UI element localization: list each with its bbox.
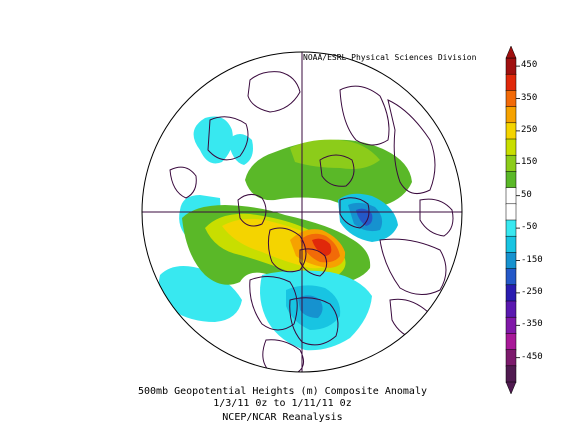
coastline xyxy=(339,85,390,146)
colorbar-swatch xyxy=(505,138,517,156)
colorbar-swatch xyxy=(505,252,517,270)
coastline xyxy=(247,71,301,113)
colorbar-swatch xyxy=(505,203,517,221)
colorbar-tick-label: -350 xyxy=(521,319,543,330)
colorbar-swatch xyxy=(505,333,517,351)
coastline xyxy=(419,198,454,237)
colorbar-tick-label: 50 xyxy=(521,189,532,200)
colorbar-swatch xyxy=(505,316,517,335)
colorbar-tick-label: 250 xyxy=(521,124,538,135)
colorbar-tick-label: -250 xyxy=(521,286,543,297)
caption-dates: 1/3/11 0z to 1/11/11 0z xyxy=(213,398,352,409)
colorbar-swatch xyxy=(505,187,517,205)
colorbar-swatch xyxy=(505,365,517,383)
anomaly-region-negative xyxy=(298,295,323,318)
colorbar-tick-label: -450 xyxy=(521,351,543,362)
colorbar-top-arrow xyxy=(505,45,517,59)
coastline xyxy=(379,238,447,295)
coastline xyxy=(299,248,328,277)
coastline xyxy=(339,197,370,229)
anomaly-region-positive xyxy=(290,139,380,169)
graticule xyxy=(142,52,462,372)
colorbar-swatch xyxy=(505,171,517,189)
colorbar-tick-label: 450 xyxy=(521,60,538,71)
colorbar-swatch xyxy=(505,154,517,173)
coastline xyxy=(207,116,249,161)
colorbar-swatch xyxy=(505,57,517,75)
colorbar-tick-label: -150 xyxy=(521,254,543,265)
anomaly-region-negative xyxy=(356,208,373,226)
colorbar-swatch xyxy=(505,219,517,237)
credit-label: NOAA/ESRL Physical Sciences Division xyxy=(303,53,477,62)
colorbar-bottom-arrow xyxy=(505,381,517,395)
colorbar-tick-label: 350 xyxy=(521,92,538,103)
anomaly-shading xyxy=(158,116,412,351)
anomaly-region-negative xyxy=(193,116,233,164)
coastline xyxy=(267,227,307,273)
colorbar-swatch xyxy=(505,90,517,108)
caption-source: NCEP/NCAR Reanalysis xyxy=(222,412,343,423)
colorbar-swatch xyxy=(505,349,517,367)
colorbar-swatch xyxy=(505,300,517,318)
colorbar-tick-label: 150 xyxy=(521,157,538,168)
coastline xyxy=(289,297,339,346)
map-outline xyxy=(141,51,463,373)
coastline xyxy=(319,154,355,187)
coastline xyxy=(387,99,436,195)
caption-title: 500mb Geopotential Heights (m) Composite… xyxy=(138,386,427,397)
colorbar-swatch xyxy=(505,284,517,302)
coastline xyxy=(262,339,304,372)
colorbar-swatch xyxy=(505,122,517,140)
colorbar-swatch xyxy=(505,73,517,92)
anomaly-region-positive xyxy=(312,238,332,256)
colorbar-swatch xyxy=(505,106,517,124)
coastline xyxy=(249,276,298,331)
coastline xyxy=(169,166,197,199)
colorbar-swatch xyxy=(505,235,517,254)
colorbar-tick-label: -50 xyxy=(521,222,538,233)
colorbar-swatch xyxy=(505,268,517,286)
